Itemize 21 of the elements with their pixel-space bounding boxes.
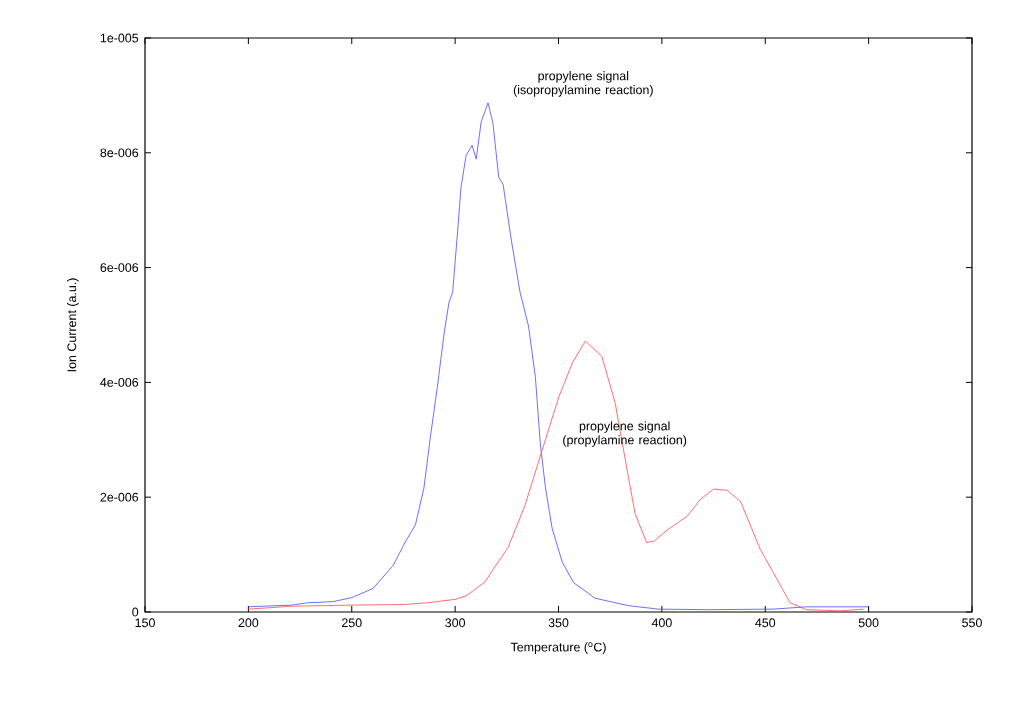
x-axis-title: Temperature ($^{o}$C) <box>510 642 606 654</box>
x-tick-label: 150 <box>135 618 155 628</box>
x-tick-label: 550 <box>962 618 982 628</box>
x-tick-label: 400 <box>651 618 672 628</box>
line-series <box>247 340 865 612</box>
x-tick-label: 300 <box>445 618 466 628</box>
y-tick-label: 8e-006 <box>100 148 139 158</box>
y-tick-label: 1e-005 <box>100 33 139 43</box>
y-tick-label: 4e-006 <box>100 377 139 387</box>
y-axis-title: Ion Current (a.u.) <box>67 278 79 372</box>
line-series <box>247 102 870 611</box>
x-tick-label: 350 <box>548 618 569 628</box>
series-label: propylene signal (propylamine reaction) <box>563 421 687 447</box>
y-tick-label: 6e-006 <box>100 263 139 272</box>
y-tick-label: 0 <box>132 607 139 617</box>
y-tick-label: 2e-006 <box>100 492 139 502</box>
text: propylene signal (isopropylamine reaction) <box>513 71 653 97</box>
x-tick-label: 450 <box>755 618 776 628</box>
x-tick-label: 500 <box>858 618 879 628</box>
x-tick-label: 250 <box>341 618 362 628</box>
x-tick-label: 200 <box>238 618 259 628</box>
